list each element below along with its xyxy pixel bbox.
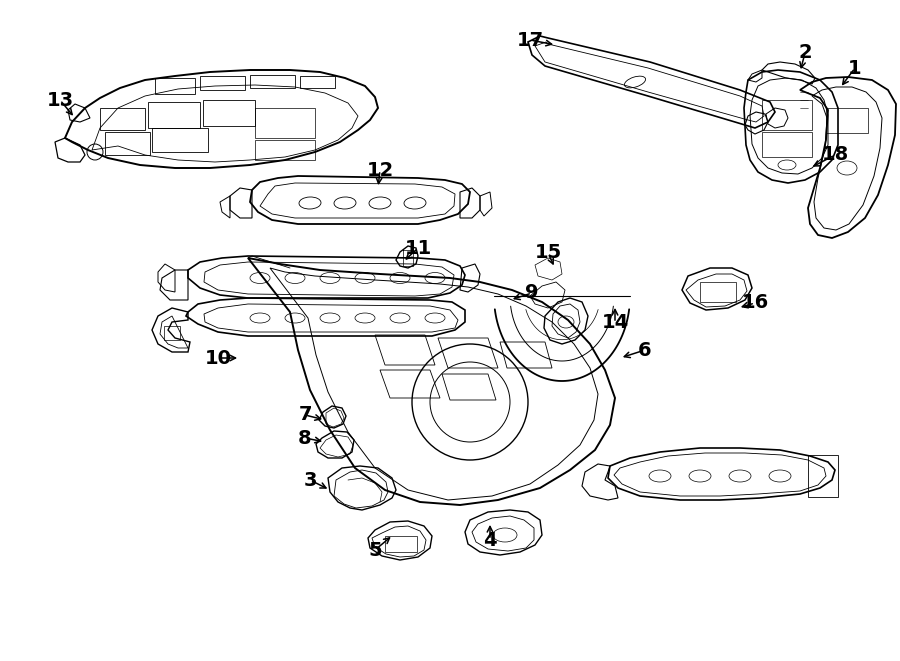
Bar: [255, 108, 315, 138]
Text: 10: 10: [204, 348, 231, 368]
Bar: [385, 536, 417, 552]
Text: 18: 18: [822, 145, 849, 165]
Text: 3: 3: [303, 471, 317, 490]
Text: 4: 4: [483, 531, 497, 549]
Text: 1: 1: [848, 59, 862, 77]
Text: 14: 14: [601, 313, 628, 332]
Text: 8: 8: [298, 428, 311, 447]
Bar: [255, 140, 315, 160]
Bar: [762, 100, 812, 130]
Text: 12: 12: [366, 161, 393, 180]
Bar: [826, 108, 868, 133]
Text: 13: 13: [47, 91, 74, 110]
Text: 9: 9: [526, 284, 539, 303]
Text: 6: 6: [638, 340, 652, 360]
Bar: [808, 455, 838, 497]
Text: 17: 17: [517, 30, 544, 50]
Bar: [164, 326, 180, 340]
Text: 7: 7: [298, 405, 311, 424]
Bar: [762, 132, 812, 157]
Bar: [700, 282, 736, 302]
Text: 2: 2: [798, 44, 812, 63]
Text: 15: 15: [535, 243, 562, 262]
Text: 16: 16: [742, 293, 769, 313]
Text: 11: 11: [404, 239, 432, 258]
Text: 5: 5: [368, 541, 382, 559]
